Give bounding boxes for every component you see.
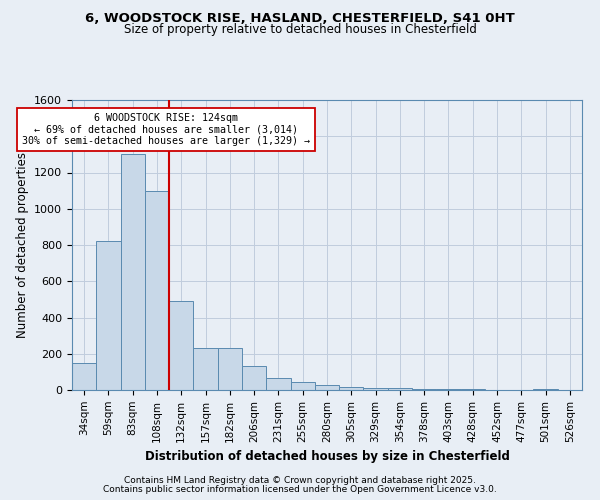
Text: 6, WOODSTOCK RISE, HASLAND, CHESTERFIELD, S41 0HT: 6, WOODSTOCK RISE, HASLAND, CHESTERFIELD… — [85, 12, 515, 26]
Text: 6 WOODSTOCK RISE: 124sqm
← 69% of detached houses are smaller (3,014)
30% of sem: 6 WOODSTOCK RISE: 124sqm ← 69% of detach… — [22, 112, 310, 146]
Bar — [266, 378, 290, 390]
Bar — [364, 388, 388, 390]
Bar — [242, 366, 266, 390]
Y-axis label: Number of detached properties: Number of detached properties — [16, 152, 29, 338]
Bar — [290, 382, 315, 390]
Bar — [193, 348, 218, 390]
Bar — [169, 301, 193, 390]
Bar — [436, 389, 461, 390]
Bar — [121, 154, 145, 390]
Bar — [145, 190, 169, 390]
Bar — [218, 348, 242, 390]
Bar — [315, 386, 339, 390]
Bar — [72, 363, 96, 390]
X-axis label: Distribution of detached houses by size in Chesterfield: Distribution of detached houses by size … — [145, 450, 509, 463]
Bar — [388, 388, 412, 390]
Text: Contains HM Land Registry data © Crown copyright and database right 2025.: Contains HM Land Registry data © Crown c… — [124, 476, 476, 485]
Text: Size of property relative to detached houses in Chesterfield: Size of property relative to detached ho… — [124, 22, 476, 36]
Text: Contains public sector information licensed under the Open Government Licence v3: Contains public sector information licen… — [103, 485, 497, 494]
Bar — [339, 388, 364, 390]
Bar — [412, 388, 436, 390]
Bar — [96, 242, 121, 390]
